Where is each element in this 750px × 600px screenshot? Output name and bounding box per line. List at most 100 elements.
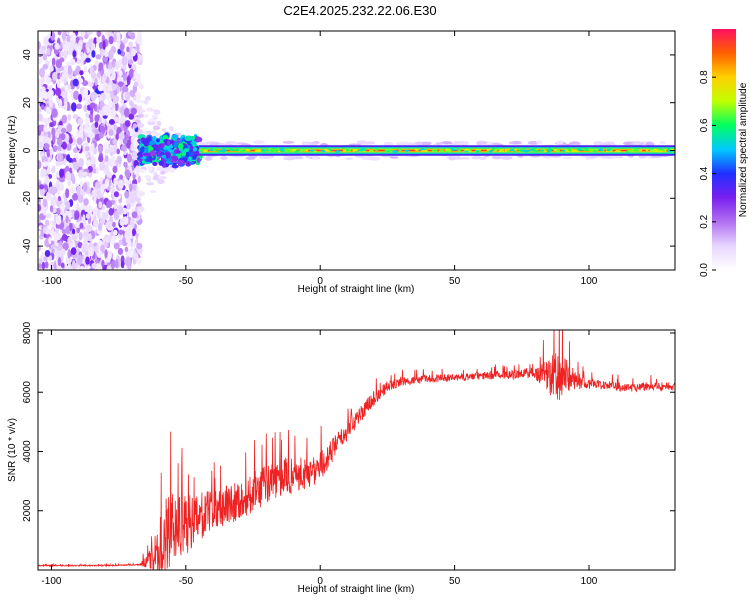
heatmap-cell — [457, 149, 462, 152]
heatmap-cell — [72, 161, 80, 170]
heatmap-cell — [645, 142, 655, 146]
heatmap-cell — [43, 127, 50, 133]
colorbar-tick-label: 0.0 — [699, 263, 710, 277]
heatmap-cell — [64, 100, 68, 111]
heatmap-cell — [178, 143, 184, 150]
heatmap-cell — [506, 150, 510, 153]
heatmap-cell — [144, 96, 151, 101]
heatmap-cell — [61, 141, 67, 150]
heatmap-cell — [78, 93, 83, 103]
heatmap-cell — [632, 149, 639, 152]
heatmap-cell — [137, 206, 145, 213]
heatmap-cell — [86, 31, 93, 36]
heatmap-cell — [104, 164, 110, 175]
heatmap-cell — [117, 247, 124, 256]
heatmap-cell — [127, 248, 134, 258]
heatmap-cell — [385, 148, 390, 151]
heatmap-cell — [125, 91, 131, 102]
heatmap-cell — [129, 183, 133, 192]
y-tick-label: -40 — [22, 238, 33, 253]
heatmap-cell — [128, 59, 134, 65]
heatmap-cell — [112, 83, 117, 91]
heatmap-cell — [91, 189, 98, 198]
heatmap-cell — [230, 141, 237, 146]
heatmap-cell — [389, 156, 399, 159]
snr-series-line — [38, 330, 675, 570]
heatmap-cell — [66, 123, 73, 133]
heatmap-cell — [105, 31, 109, 36]
heatmap-cell — [173, 141, 178, 148]
heatmap-cell — [93, 37, 98, 45]
heatmap-cell — [533, 149, 539, 153]
x-tick-label: 0 — [317, 276, 323, 287]
heatmap-cell — [650, 155, 663, 158]
heatmap-cell — [55, 131, 60, 139]
heatmap-cell — [568, 149, 572, 152]
heatmap-cell — [188, 151, 194, 156]
heatmap-cell — [90, 142, 95, 152]
heatmap-cell — [107, 84, 113, 92]
heatmap-cell — [44, 38, 49, 47]
heatmap-cell — [120, 50, 126, 57]
heatmap-cell — [178, 139, 182, 144]
heatmap-cell — [67, 65, 72, 75]
heatmap-cell — [464, 148, 470, 151]
heatmap-cell — [88, 81, 94, 88]
heatmap-cell — [49, 122, 54, 128]
heatmap-cell — [69, 58, 76, 66]
heatmap-cell — [44, 261, 49, 269]
heatmap-cell — [137, 54, 143, 63]
heatmap-cell — [47, 155, 51, 163]
heatmap-cell — [59, 182, 65, 192]
heatmap-cell — [42, 226, 47, 234]
heatmap-cell — [138, 129, 144, 134]
heatmap-cell — [139, 153, 143, 158]
heatmap-cell — [135, 91, 141, 101]
heatmap-cell — [83, 66, 88, 73]
heatmap-cell — [54, 42, 60, 50]
colorbar-tick-label: 0.2 — [699, 214, 710, 228]
heatmap-cell — [91, 42, 96, 52]
heatmap-cell — [195, 150, 200, 156]
heatmap-cell — [87, 132, 94, 138]
heatmap-cell — [108, 119, 116, 125]
heatmap-cell — [90, 91, 97, 101]
heatmap-cell — [140, 108, 146, 113]
heatmap-cell — [122, 86, 129, 94]
heatmap-cell — [56, 138, 63, 146]
heatmap-cell — [96, 31, 102, 38]
heatmap-cell — [309, 149, 315, 152]
heatmap-cell — [53, 234, 58, 244]
heatmap-cell — [98, 132, 104, 139]
heatmap-cell — [61, 233, 68, 242]
heatmap-cell — [183, 148, 190, 153]
heatmap-cell — [146, 182, 155, 186]
heatmap-cell — [96, 37, 101, 44]
heatmap-x-ticks: -100 -50 0 50 100 — [41, 31, 598, 287]
heatmap-cell — [104, 237, 111, 243]
heatmap-cell — [113, 210, 120, 221]
heatmap-cell — [42, 63, 49, 70]
heatmap-cell — [73, 90, 80, 101]
heatmap-cell — [367, 156, 381, 161]
heatmap-cell — [93, 219, 99, 228]
heatmap-cell — [110, 235, 116, 245]
heatmap-cell — [98, 62, 104, 71]
heatmap-cell — [51, 167, 55, 174]
colorbar-tick-label: 0.4 — [699, 166, 710, 180]
heatmap-cell — [364, 141, 375, 145]
heatmap-cell — [98, 155, 104, 163]
heatmap-cell — [284, 148, 291, 151]
heatmap-cell — [85, 57, 91, 63]
heatmap-cell — [280, 149, 285, 153]
heatmap-cell — [112, 138, 118, 145]
heatmap-cell — [572, 149, 579, 153]
heatmap-cell — [60, 133, 66, 141]
heatmap-cell — [49, 65, 54, 72]
heatmap-cell — [85, 112, 90, 119]
heatmap-cell — [65, 171, 71, 181]
heatmap-cell — [137, 175, 141, 184]
x-tick-label: 100 — [581, 276, 598, 287]
heatmap-cell — [40, 76, 45, 85]
